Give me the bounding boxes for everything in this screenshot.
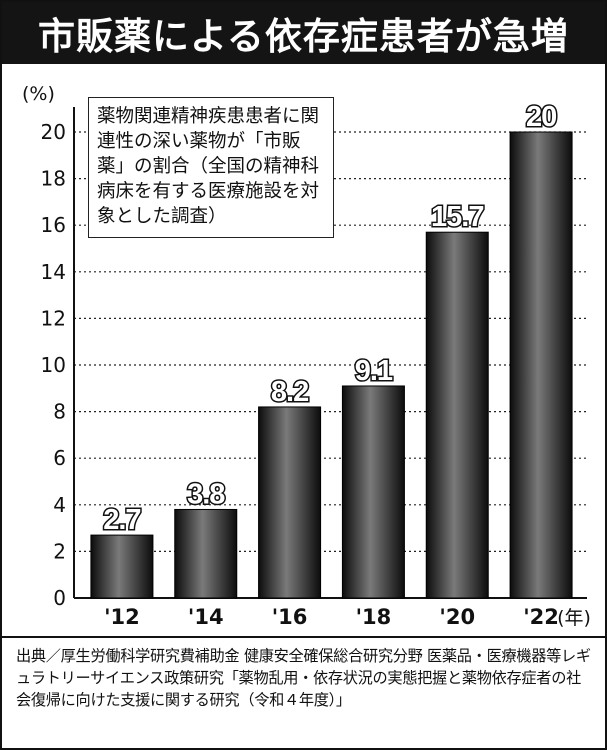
bar xyxy=(90,534,154,599)
x-unit-label: (年) xyxy=(557,607,591,629)
x-tick-label: '12 xyxy=(104,605,140,629)
x-tick-label: '20 xyxy=(439,605,475,629)
y-tick-label: 14 xyxy=(41,260,66,284)
x-tick-label: '18 xyxy=(356,605,392,629)
bars xyxy=(90,131,573,599)
data-labels: 2.7 3.8 8.2 9.1 15.7 20 xyxy=(102,100,559,538)
chart-title: 市販薬による依存症患者が急増 xyxy=(2,2,605,64)
bar xyxy=(425,231,489,599)
x-tick-label: '14 xyxy=(188,605,224,629)
data-label: 15.7 xyxy=(431,201,483,233)
bar xyxy=(174,508,238,599)
y-tick-label: 0 xyxy=(53,586,66,610)
y-tick-label: 4 xyxy=(53,493,66,517)
data-label: 2.7 xyxy=(103,504,140,536)
y-tick-label: 10 xyxy=(41,353,66,377)
y-unit-label: (%) xyxy=(22,83,55,105)
x-tick-label: '22 xyxy=(523,605,559,629)
axes: 0 2 4 6 8 10 12 14 16 18 20 (%) '12 '14 '16 '18 '20 '22(年… xyxy=(22,83,591,629)
x-tick-label: '16 xyxy=(272,605,308,629)
y-tick-label: 20 xyxy=(41,120,66,144)
bar xyxy=(258,406,322,599)
y-tick-label: 16 xyxy=(41,213,66,237)
data-label: 8.2 xyxy=(271,376,308,408)
data-label: 20 xyxy=(526,101,556,133)
y-tick-label: 2 xyxy=(53,539,66,563)
y-tick-label: 8 xyxy=(53,400,66,424)
chart-note: 薬物関連精神疾患患者に関連性の深い薬物が「市販薬」の割合（全国の精神科病床を有す… xyxy=(88,97,334,238)
y-tick-label: 12 xyxy=(41,306,66,330)
y-tick-label: 18 xyxy=(41,167,66,191)
y-tick-label: 6 xyxy=(53,446,66,470)
bar xyxy=(509,131,573,599)
divider xyxy=(2,636,605,638)
source-citation: 出典／厚生労働科学研究費補助金 健康安全確保総合研究分野 医薬品・医療機器等レギ… xyxy=(16,647,591,709)
data-label: 9.1 xyxy=(355,355,393,387)
data-label: 3.8 xyxy=(187,478,225,510)
bar xyxy=(341,385,405,599)
